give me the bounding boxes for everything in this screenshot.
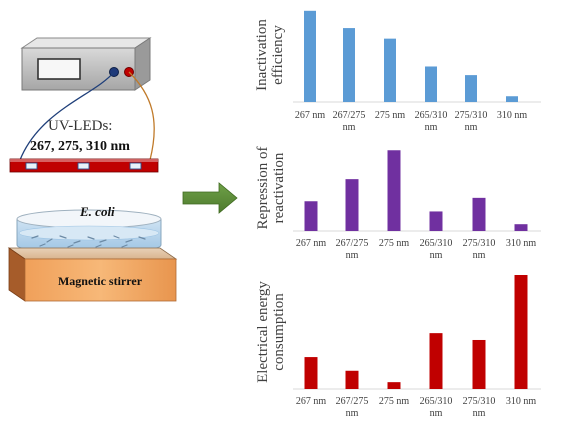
uv-led-strip xyxy=(9,158,159,173)
process-arrow-icon xyxy=(182,182,238,214)
y-axis-label: Repression ofreactivation xyxy=(255,147,287,230)
bar xyxy=(472,197,486,231)
x-tick-label: 275/310 nm xyxy=(463,238,496,261)
bar xyxy=(304,357,318,389)
bar xyxy=(304,10,316,102)
x-tick-label: 265/310 nm xyxy=(420,396,453,419)
led-chip xyxy=(129,162,142,170)
stirrer-label: Magnetic stirrer xyxy=(58,274,143,288)
uv-led-apparatus: UV-LEDs: 267, 275, 310 nm xyxy=(7,37,178,302)
bar xyxy=(384,38,396,102)
blue-wire xyxy=(19,71,115,161)
orange-wire xyxy=(128,71,155,161)
sample-label: E. coli xyxy=(79,204,115,219)
bar xyxy=(429,333,443,389)
x-tick-label: 267/275 nm xyxy=(336,396,369,419)
x-tick-label: 265/310 nm xyxy=(415,110,448,133)
bar xyxy=(345,370,359,389)
led-label-line2: 267, 275, 310 nm xyxy=(30,139,130,154)
x-tick-label: 267 nm xyxy=(296,238,327,249)
magnetic-stirrer: Magnetic stirrer xyxy=(7,247,178,302)
x-tick-label: 275 nm xyxy=(379,396,410,407)
chart-inactivation-efficiency: 267 nm 267/275 nm 275 nm 265/310 nm 275/310 nm 3… xyxy=(254,10,541,133)
x-tick-label: 310 nm xyxy=(506,396,537,407)
chart-repression-of-reactivation: 267 nm 267/275 nm 275 nm 265/310 nm 275/310 nm 3… xyxy=(255,147,541,261)
bar xyxy=(343,28,355,102)
x-tick-label: 275 nm xyxy=(379,238,410,249)
bar xyxy=(304,201,318,231)
x-tick-label: 275/310 nm xyxy=(463,396,496,419)
y-axis-label: Inactivationefficiency xyxy=(254,19,286,91)
bar xyxy=(345,179,359,231)
power-supply-device xyxy=(20,37,152,91)
x-tick-label: 275 nm xyxy=(375,110,406,121)
device-display-screen xyxy=(37,58,81,80)
x-tick-label: 310 nm xyxy=(497,110,528,121)
bar xyxy=(387,150,401,231)
bar xyxy=(506,96,518,102)
bar xyxy=(429,211,443,231)
e-coli-cells xyxy=(31,235,146,248)
x-tick-label: 267/275 nm xyxy=(333,110,366,133)
bar xyxy=(387,382,401,389)
led-chip xyxy=(77,162,90,170)
x-tick-label: 267 nm xyxy=(295,110,326,121)
x-tick-label: 275/310 nm xyxy=(455,110,488,133)
bar xyxy=(425,66,437,102)
bar xyxy=(472,339,486,389)
x-tick-label: 265/310 nm xyxy=(420,238,453,261)
x-tick-label: 267/275 nm xyxy=(336,238,369,261)
chart-electrical-energy-consumption: 267 nm 267/275 nm 275 nm 265/310 nm 275/310 nm 3… xyxy=(255,275,541,419)
x-tick-label: 267 nm xyxy=(296,396,327,407)
bar xyxy=(465,75,477,102)
led-label-line1: UV-LEDs: xyxy=(48,118,112,134)
petri-dish: E. coli xyxy=(16,204,162,255)
y-axis-label: Electrical energyconsumption xyxy=(255,281,287,383)
bar xyxy=(514,224,528,231)
bar xyxy=(514,275,528,389)
led-chip xyxy=(25,162,38,170)
x-tick-label: 310 nm xyxy=(506,238,537,249)
